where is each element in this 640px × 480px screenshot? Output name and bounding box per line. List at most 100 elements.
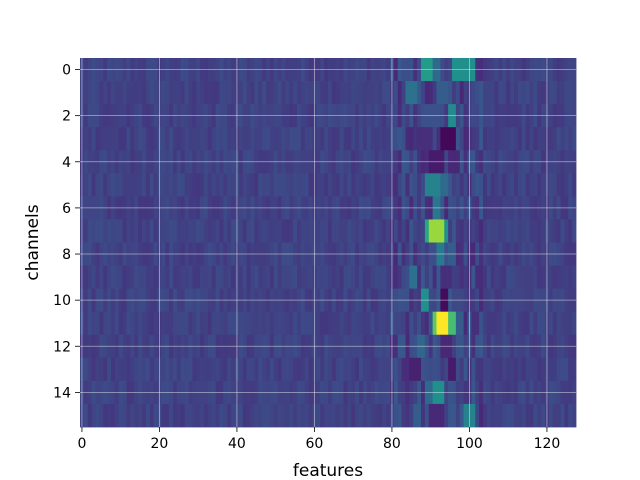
heatmap-cell (223, 173, 228, 197)
heatmap-cell (293, 403, 298, 428)
heatmap-cell (149, 127, 155, 151)
heatmap-cell (347, 219, 352, 243)
heatmap-cell (343, 403, 348, 428)
heatmap-cell (568, 265, 573, 290)
heatmap-cell (339, 357, 344, 382)
heatmap-cell (269, 173, 275, 197)
heatmap-cell (502, 173, 507, 197)
heatmap-cell (111, 219, 116, 243)
heatmap-cell (560, 219, 565, 243)
heatmap-cell (238, 357, 244, 382)
heatmap-cell (300, 403, 306, 428)
heatmap-cell (362, 127, 368, 151)
heatmap-cell (463, 173, 468, 197)
heatmap-cell (83, 127, 89, 151)
heatmap-cell (269, 265, 275, 290)
heatmap-cell (145, 265, 151, 290)
heatmap-cell (242, 127, 248, 151)
heatmap-cell (548, 403, 554, 428)
heatmap-cell (475, 357, 480, 382)
heatmap-cell (269, 127, 275, 151)
heatmap-cell (401, 403, 406, 428)
heatmap-cell (165, 127, 170, 151)
heatmap-cell (293, 357, 298, 382)
heatmap-cell (285, 357, 290, 382)
heatmap-cell (351, 403, 356, 428)
heatmap-cell (335, 219, 341, 243)
heatmap-cell (300, 127, 306, 151)
heatmap-cell (165, 403, 170, 428)
heatmap-cell (277, 81, 282, 105)
heatmap-cell (289, 357, 294, 382)
heatmap-cell (91, 357, 96, 382)
heatmap-cell (149, 81, 155, 105)
heatmap-cell (99, 173, 104, 197)
heatmap-cell (324, 357, 329, 382)
heatmap-cell (130, 81, 135, 105)
heatmap-cell (242, 357, 248, 382)
heatmap-cell (564, 357, 569, 382)
heatmap-cell (161, 357, 166, 382)
heatmap-cell (99, 357, 104, 382)
heatmap-cell (339, 81, 344, 105)
heatmap-cell (192, 357, 197, 382)
heatmap-cell (200, 265, 205, 290)
heatmap-cell (359, 403, 364, 428)
heatmap-cell (541, 311, 546, 336)
heatmap-cell (246, 403, 251, 428)
heatmap-cell (277, 403, 282, 428)
heatmap-cell (366, 403, 372, 428)
heatmap-cell (211, 219, 217, 243)
heatmap-cell (428, 173, 434, 197)
heatmap-cell (262, 265, 267, 290)
heatmap-cell (227, 265, 232, 290)
heatmap-cell (413, 311, 418, 336)
heatmap-cell (548, 219, 554, 243)
heatmap-cell (219, 265, 224, 290)
heatmap-cell (459, 265, 465, 290)
heatmap-cell (99, 265, 104, 290)
heatmap-cell (134, 173, 139, 197)
heatmap-cell (514, 403, 519, 428)
heatmap-cell (409, 219, 414, 243)
heatmap-cell (521, 81, 527, 105)
heatmap-cell (335, 265, 341, 290)
heatmap-cell (118, 265, 124, 290)
heatmap-cell (506, 265, 511, 290)
heatmap-cell (331, 311, 337, 336)
heatmap-cell (463, 357, 468, 382)
heatmap-cell (161, 403, 166, 428)
heatmap-cell (444, 219, 449, 243)
heatmap-cell (498, 219, 503, 243)
heatmap-cell (107, 311, 112, 336)
heatmap-cell (227, 311, 232, 336)
heatmap-cell (277, 265, 282, 290)
heatmap-cell (459, 173, 465, 197)
y-tick-label: 6 (62, 201, 71, 217)
heatmap-cell (207, 81, 213, 105)
heatmap-cell (521, 173, 527, 197)
heatmap-cell (506, 173, 511, 197)
heatmap-cell (254, 173, 259, 197)
heatmap-cell (215, 265, 220, 290)
heatmap-cell (138, 173, 143, 197)
heatmap-cell (192, 127, 197, 151)
heatmap-cell (452, 403, 457, 428)
heatmap-cell (211, 311, 217, 336)
heatmap-cell (401, 219, 406, 243)
heatmap-cell (351, 173, 356, 197)
heatmap-cell (486, 127, 492, 151)
heatmap-cell (517, 219, 523, 243)
heatmap-cell (421, 357, 426, 382)
heatmap-cell (258, 173, 263, 197)
heatmap-cell (479, 219, 484, 243)
heatmap-cell (386, 403, 391, 428)
heatmap-cell (87, 265, 93, 290)
heatmap-cell (87, 173, 93, 197)
heatmap-cell (188, 357, 193, 382)
heatmap-cell (289, 403, 294, 428)
heatmap-cell (440, 81, 445, 105)
heatmap-cell (297, 127, 302, 151)
heatmap-cell (471, 127, 476, 151)
heatmap-cell (514, 265, 519, 290)
